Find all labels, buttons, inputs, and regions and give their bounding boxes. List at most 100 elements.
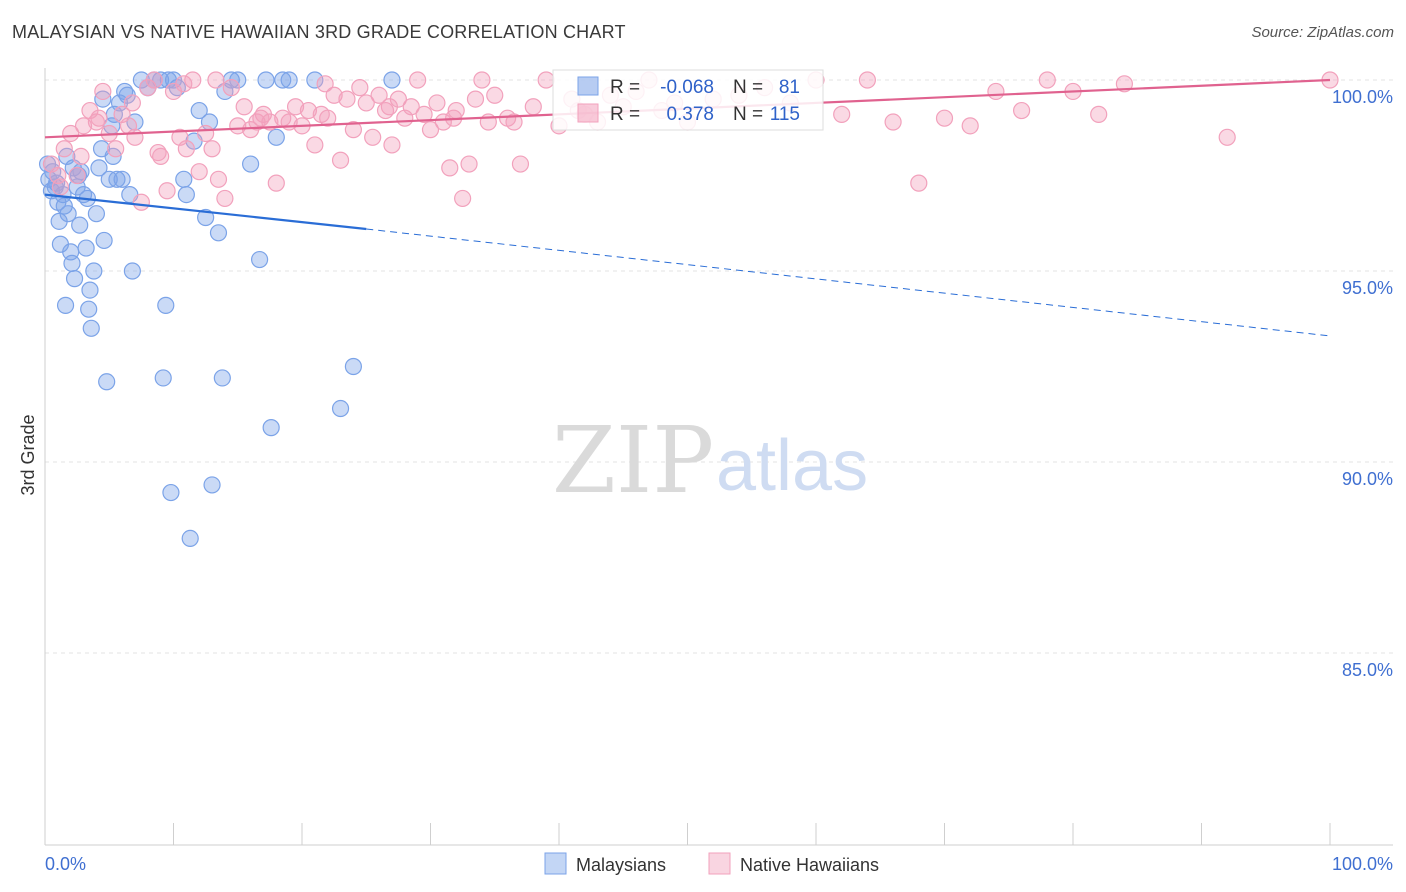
data-point (81, 281, 99, 299)
legend-label: Malaysians (576, 855, 666, 875)
data-point (280, 71, 298, 89)
data-point (71, 216, 89, 234)
data-point (72, 147, 90, 165)
r-value: 0.378 (666, 104, 714, 125)
data-point (209, 224, 228, 242)
data-point (51, 178, 70, 196)
data-point (319, 109, 337, 127)
data-point (107, 140, 125, 158)
data-point (833, 105, 851, 123)
r-label: R = (610, 104, 640, 125)
data-point (511, 155, 530, 173)
data-point (1115, 75, 1134, 93)
data-point (524, 98, 542, 116)
data-point (383, 71, 401, 89)
data-point (38, 155, 57, 173)
data-point (80, 300, 98, 318)
data-point (1012, 101, 1031, 120)
data-point (149, 143, 167, 162)
data-point (175, 75, 193, 93)
legend-swatch (708, 852, 731, 875)
data-point (209, 170, 228, 188)
data-point (207, 71, 225, 89)
data-point (157, 296, 175, 314)
data-point (203, 140, 221, 158)
data-point (325, 86, 343, 104)
data-point (961, 117, 979, 135)
data-point (454, 189, 472, 208)
data-point (145, 71, 163, 89)
data-point (197, 124, 215, 143)
chart-title: MALAYSIAN VS NATIVE HAWAIIAN 3RD GRADE C… (12, 22, 626, 42)
data-point (858, 71, 877, 89)
data-point (87, 205, 106, 223)
data-point (344, 357, 362, 376)
data-point (132, 193, 150, 211)
data-point (402, 98, 420, 116)
data-point (537, 71, 555, 89)
n-value: 81 (779, 77, 800, 98)
data-point (162, 483, 180, 502)
data-point (274, 71, 292, 89)
data-point (177, 140, 195, 158)
n-value: 115 (770, 104, 800, 125)
y-tick-label: 85.0% (1342, 660, 1393, 680)
data-point (380, 98, 398, 116)
data-point (415, 105, 433, 123)
data-point (98, 373, 116, 391)
data-point (460, 155, 478, 173)
data-point (94, 82, 112, 101)
data-point (267, 174, 285, 192)
data-point (108, 170, 126, 188)
x-tick-label: 0.0% (45, 854, 86, 874)
data-point (364, 128, 382, 146)
trend-line-extension (366, 228, 1331, 337)
data-point (158, 182, 176, 200)
data-point (184, 71, 202, 89)
data-point (250, 250, 269, 269)
data-point (910, 174, 928, 192)
data-point (203, 476, 221, 494)
x-tick-label: 100.0% (1332, 854, 1393, 874)
data-point (1218, 128, 1236, 146)
data-point (62, 124, 80, 143)
data-point (216, 189, 234, 208)
source-credit: Source: ZipAtlas.com (1251, 24, 1394, 41)
data-point (65, 270, 84, 288)
data-point (935, 109, 954, 127)
data-point (257, 71, 275, 89)
data-point (56, 296, 75, 314)
data-point (113, 170, 131, 188)
data-point (299, 101, 318, 120)
data-point (267, 128, 285, 146)
legend-label: Native Hawaiians (740, 855, 879, 875)
y-tick-label: 95.0% (1342, 278, 1393, 298)
trend-line-malaysians (44, 193, 367, 231)
data-point (90, 109, 108, 127)
data-point (154, 369, 172, 387)
data-point (316, 75, 334, 93)
data-point (1090, 105, 1108, 123)
data-point (351, 79, 369, 97)
data-point (1038, 71, 1056, 89)
legend-swatch (544, 852, 567, 875)
stats-swatch (577, 103, 599, 123)
stats-swatch (577, 76, 599, 96)
data-point (383, 136, 401, 154)
data-point (63, 254, 81, 272)
data-point (466, 90, 485, 108)
data-point (409, 71, 427, 89)
data-point (177, 186, 195, 204)
data-point (331, 399, 350, 418)
data-point (95, 231, 113, 250)
data-point (344, 121, 362, 139)
y-tick-label: 100.0% (1332, 87, 1393, 107)
data-point (306, 71, 324, 89)
watermark-zip: ZIP (552, 407, 714, 514)
data-point (181, 529, 199, 548)
data-point (90, 159, 108, 177)
data-point (197, 208, 215, 227)
data-point (55, 140, 73, 158)
data-point (235, 98, 253, 116)
data-point (190, 101, 208, 120)
